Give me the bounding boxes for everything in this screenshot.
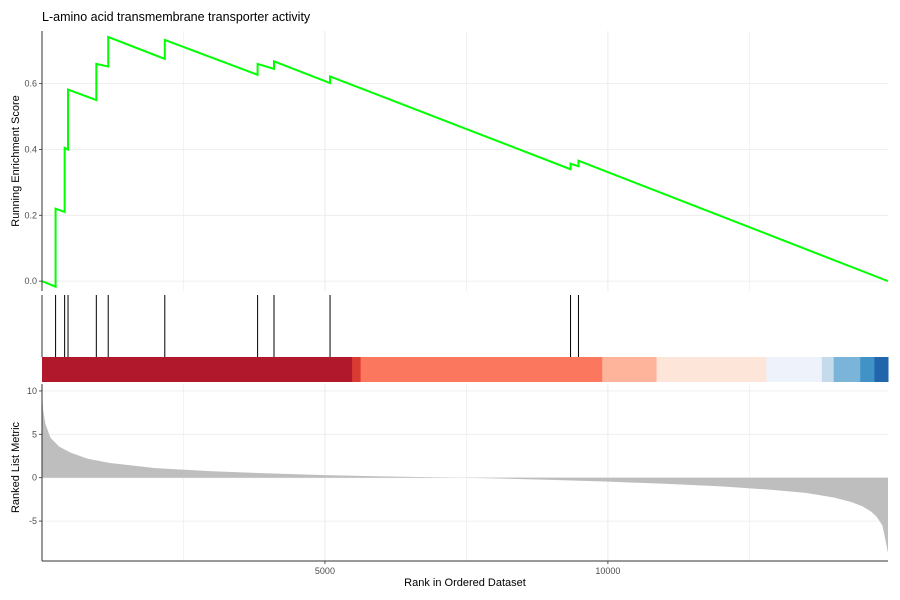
colorbar-segment: [833, 357, 861, 382]
y-tick-label: -5: [29, 516, 37, 526]
colorbar-segment: [874, 357, 889, 382]
y-tick-label: 0.2: [24, 210, 37, 220]
colorbar-segment: [602, 357, 658, 382]
y-tick-label: 10: [27, 386, 37, 396]
y-tick-label: 0: [32, 473, 37, 483]
colorbar-segment: [766, 357, 823, 382]
y-tick-label: 0.4: [24, 144, 37, 154]
x-tick-label: 10000: [595, 566, 620, 576]
colorbar-segment: [352, 357, 362, 382]
colorbar-segment: [42, 357, 353, 382]
y-tick-label: 0.0: [24, 276, 37, 286]
colorbar-segment: [656, 357, 767, 382]
panels-layer: 0.0 0.2 0.4 0.6 -5 0 5 10 5000 10000: [24, 31, 889, 576]
running-score-line: [41, 35, 889, 289]
running-score-ylabel: Running Enrichment Score: [10, 95, 22, 226]
x-tick-label: 5000: [315, 566, 335, 576]
ranked-metric-area: [42, 390, 888, 554]
chart-title: L-amino acid transmembrane transporter a…: [42, 10, 311, 24]
colorbar-segment: [860, 357, 875, 382]
x-axis-label: Rank in Ordered Dataset: [404, 577, 526, 589]
colorbar-segment: [821, 357, 835, 382]
colorbar-segment: [360, 357, 603, 382]
y-tick-label: 0.6: [24, 79, 37, 89]
ranked-metric-ylabel: Ranked List Metric: [10, 421, 22, 513]
y-tick-label: 5: [32, 429, 37, 439]
